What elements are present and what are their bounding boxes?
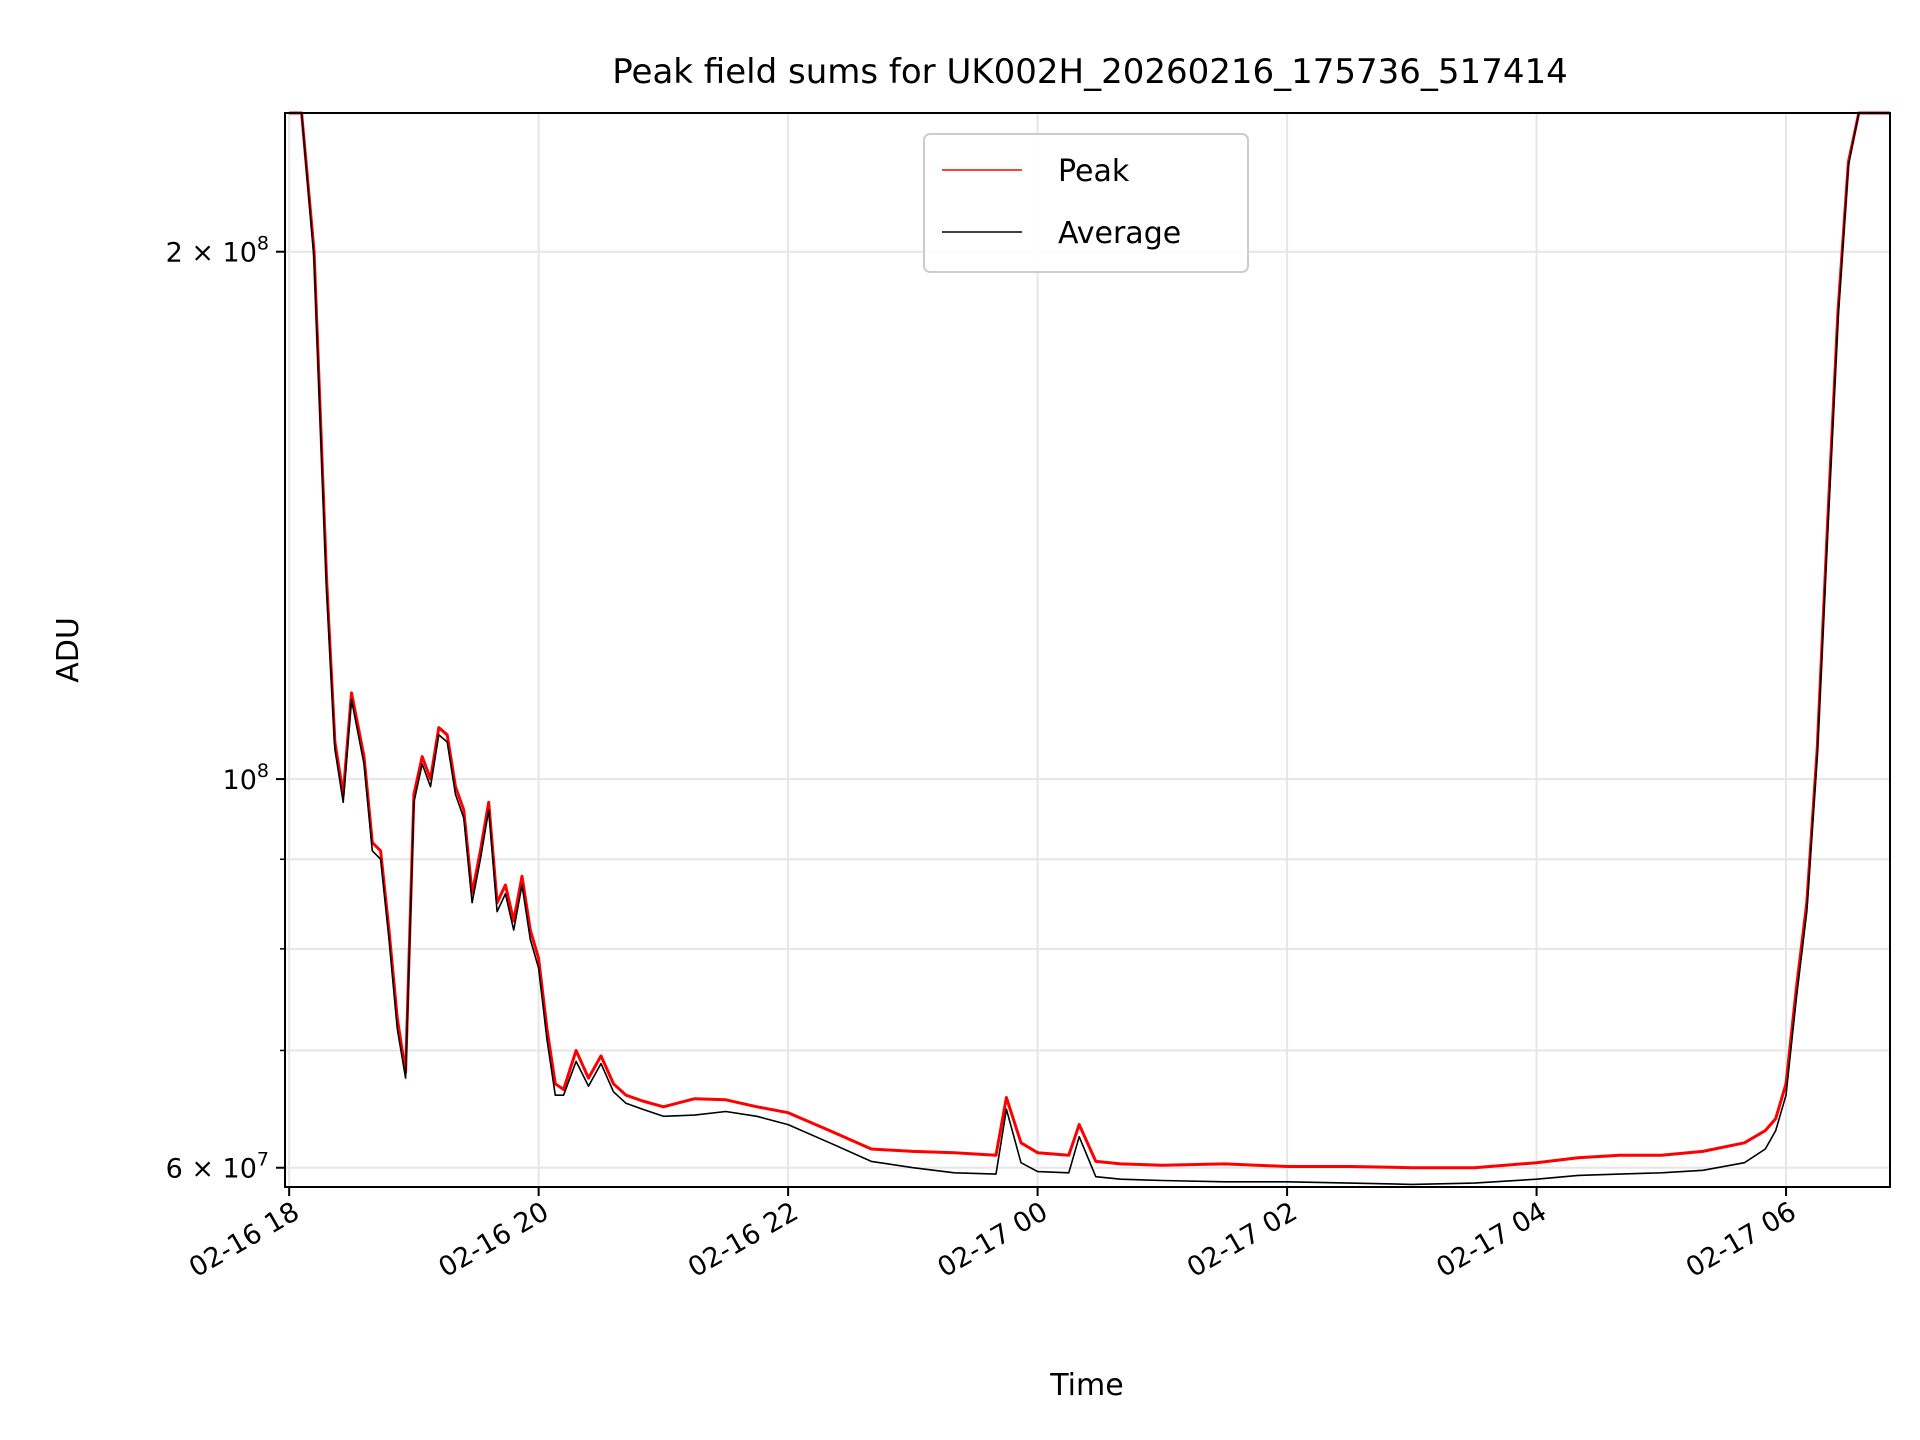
series-line-average xyxy=(289,112,1890,1186)
y-tick-label-0: 6 × 107 xyxy=(166,1149,269,1185)
legend-box xyxy=(923,133,1249,273)
plot-area-frame xyxy=(284,112,1891,1188)
y-tick-label-2: 2 × 108 xyxy=(166,233,269,269)
legend-label-average: Average xyxy=(1058,216,1181,251)
y-axis: 6 × 107 108 2 × 108 xyxy=(166,233,285,1185)
series-line-peak xyxy=(289,111,1890,1170)
legend-label-peak: Peak xyxy=(1058,154,1130,189)
y-tick-label-1: 108 xyxy=(223,760,269,796)
chart-title: Peak field sums for UK002H_20260216_1757… xyxy=(612,52,1567,92)
legend: Peak Average xyxy=(923,133,1249,273)
series-layer xyxy=(289,111,1890,1186)
y-axis-title: ADU xyxy=(51,617,86,683)
x-axis-title: Time xyxy=(1049,1368,1123,1403)
